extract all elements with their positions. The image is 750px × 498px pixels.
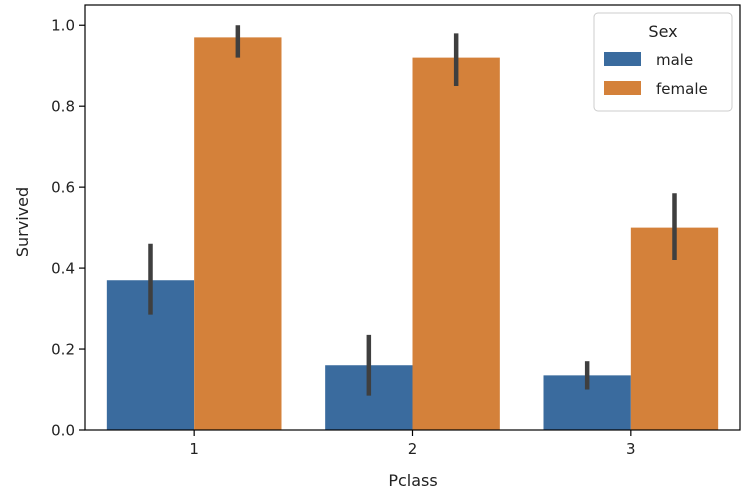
bar-female-2 (412, 57, 500, 430)
y-tick-label: 0.4 (51, 260, 75, 278)
x-axis: 1 2 3 (189, 430, 636, 458)
error-bars-layer (148, 25, 677, 396)
legend-swatch-female (604, 81, 641, 95)
y-tick-label: 0.2 (51, 341, 75, 359)
y-tick-label: 0.0 (51, 422, 75, 440)
x-tick-label: 1 (189, 440, 199, 458)
legend-swatch-male (604, 52, 641, 66)
bar-female-1 (194, 37, 282, 430)
legend-label-female: female (656, 80, 708, 98)
legend: Sex male female (593, 12, 733, 112)
x-tick-label: 3 (626, 440, 636, 458)
y-tick-label: 0.6 (51, 179, 75, 197)
bars-layer (106, 37, 719, 430)
legend-label-male: male (656, 51, 693, 69)
x-axis-label: Pclass (388, 471, 437, 490)
legend-title: Sex (648, 22, 677, 41)
y-axis: 0.0 0.2 0.4 0.6 0.8 1.0 (51, 17, 85, 440)
y-tick-label: 1.0 (51, 17, 75, 35)
x-tick-label: 2 (408, 440, 418, 458)
bar-female-3 (630, 227, 719, 430)
y-axis-label: Survived (13, 187, 32, 257)
y-tick-label: 0.8 (51, 98, 75, 116)
plot-frame (84, 4, 741, 431)
